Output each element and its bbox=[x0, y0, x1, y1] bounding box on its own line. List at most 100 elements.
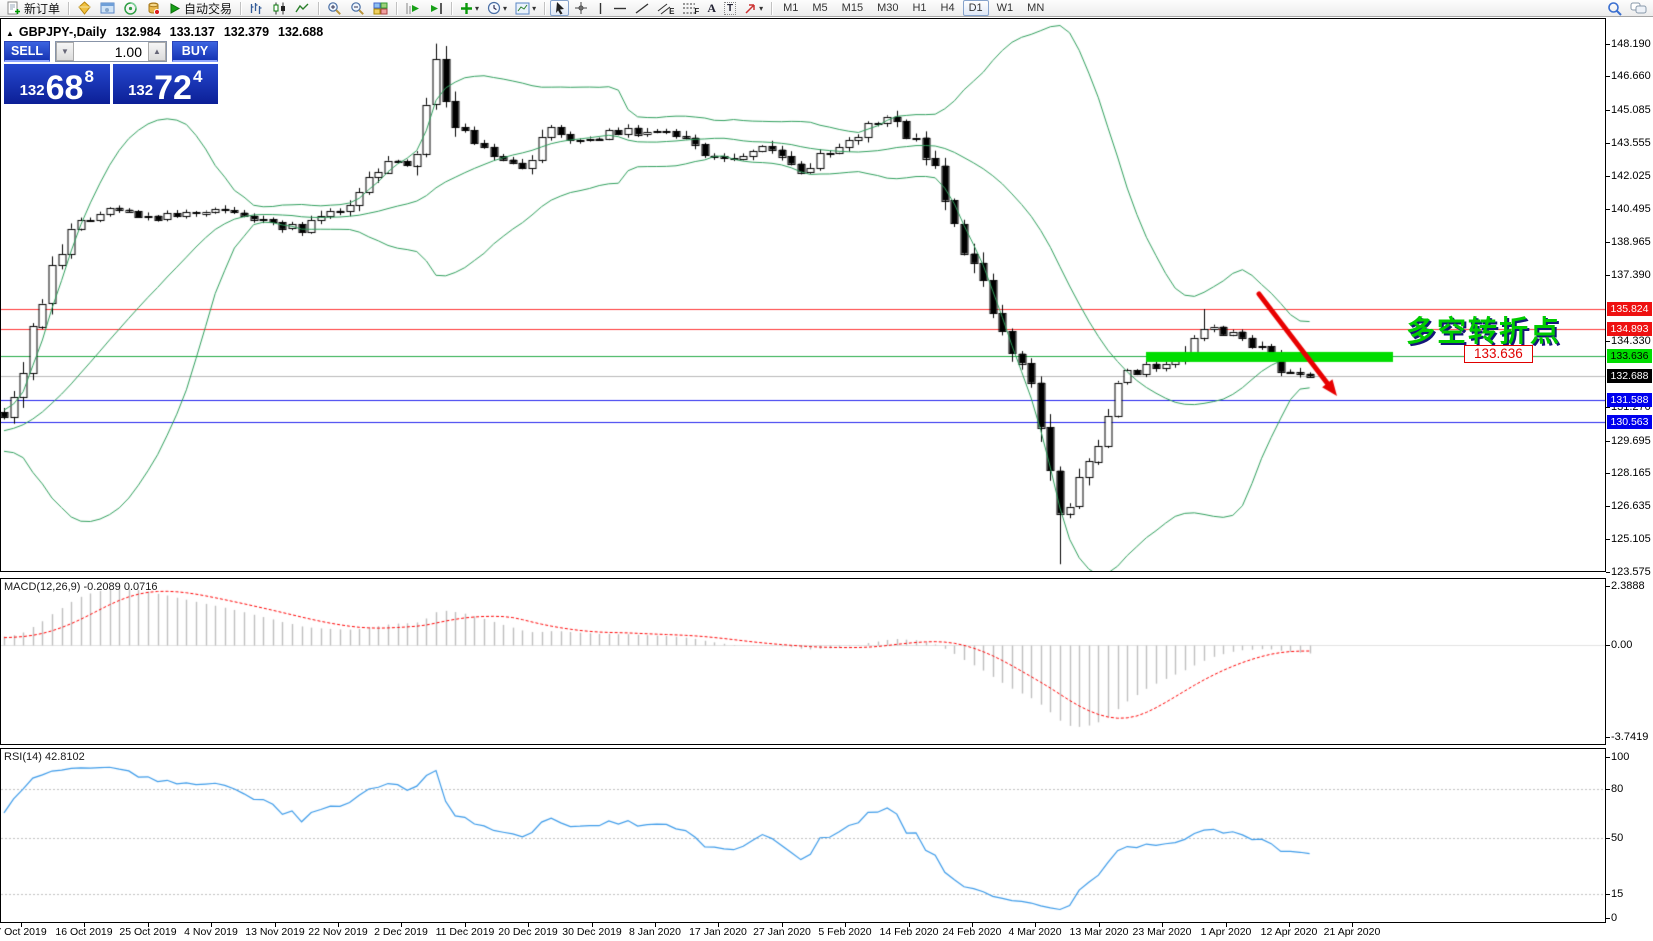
price-tick-label: 140.495 bbox=[1611, 203, 1651, 215]
date-tick-mark bbox=[782, 923, 783, 927]
price-tick-mark bbox=[1606, 539, 1610, 540]
fibonacci-icon bbox=[682, 2, 696, 15]
date-tick-mark bbox=[1289, 923, 1290, 927]
sell-button[interactable]: SELL bbox=[4, 41, 50, 62]
date-tick-mark bbox=[1352, 923, 1353, 927]
text-button[interactable]: A bbox=[704, 0, 719, 16]
new-order-button[interactable]: 新订单 bbox=[3, 0, 63, 16]
collapse-icon[interactable]: ▲ bbox=[6, 29, 14, 38]
indicators-button[interactable]: ▾ bbox=[457, 0, 482, 16]
crosshair-button[interactable] bbox=[571, 0, 591, 16]
rsi-pane[interactable]: RSI(14) 42.8102 bbox=[0, 748, 1606, 923]
text-label-button[interactable]: T bbox=[721, 0, 739, 16]
timeframe-m1[interactable]: M1 bbox=[783, 2, 799, 14]
sell-price[interactable]: 132 68 8 bbox=[4, 64, 110, 105]
new-order-icon bbox=[6, 1, 21, 16]
macd-tick-mark bbox=[1606, 645, 1610, 646]
trendline-button[interactable] bbox=[632, 0, 652, 16]
candle-chart-button[interactable] bbox=[269, 0, 290, 16]
auto-trading-button-label: 自动交易 bbox=[184, 1, 233, 16]
search-button[interactable] bbox=[1604, 0, 1625, 16]
price-tick-mark bbox=[1606, 209, 1610, 210]
fibonacci-button[interactable]: F bbox=[679, 0, 702, 16]
buy-button[interactable]: BUY bbox=[172, 41, 218, 62]
date-tick-mark bbox=[275, 923, 276, 927]
ohlc-close: 132.688 bbox=[278, 25, 324, 39]
layouts-icon bbox=[77, 0, 92, 16]
price-tick-label: 129.695 bbox=[1611, 435, 1651, 447]
horizontal-line-button[interactable] bbox=[610, 0, 630, 16]
date-tick-mark bbox=[1226, 923, 1227, 927]
data-center-button[interactable] bbox=[120, 0, 141, 16]
buy-price[interactable]: 132 72 4 bbox=[112, 64, 218, 105]
timeframe-m5[interactable]: M5 bbox=[812, 2, 828, 14]
toolbar-separator bbox=[451, 1, 453, 15]
timeframe-m15[interactable]: M15 bbox=[841, 2, 864, 14]
rsi-tick-mark bbox=[1606, 757, 1610, 758]
date-tick-mark bbox=[845, 923, 846, 927]
vertical-line-button[interactable] bbox=[593, 0, 608, 16]
timeframe-mn[interactable]: MN bbox=[1027, 2, 1045, 14]
toolbar: 新订单 自动交易 ▾ ▾ ▾ E F A T ▾ M1 M5 M15 M30 H1 H4 D1 W1 MN bbox=[0, 0, 1653, 17]
chevron-down-icon[interactable]: ▾ bbox=[503, 3, 508, 13]
arrows-button[interactable]: ▾ bbox=[741, 0, 766, 16]
market-watch-button[interactable] bbox=[97, 0, 118, 16]
timeframe-w1[interactable]: W1 bbox=[996, 2, 1014, 14]
chart-shift-button[interactable] bbox=[425, 0, 446, 16]
price-tick-mark bbox=[1606, 341, 1610, 342]
timeframe-h4[interactable]: H4 bbox=[940, 2, 955, 14]
toolbar-separator bbox=[396, 1, 398, 15]
trendline-icon bbox=[635, 2, 649, 15]
history-center-icon bbox=[146, 1, 161, 16]
date-tick-mark bbox=[21, 923, 22, 927]
price-tick-label: 138.965 bbox=[1611, 236, 1651, 248]
date-label: 13 Nov 2019 bbox=[245, 926, 305, 938]
macd-pane[interactable]: MACD(12,26,9) -0.2089 0.0716 bbox=[0, 578, 1606, 745]
volume-stepper[interactable]: ▼ 1.00 ▲ bbox=[55, 41, 167, 62]
main-chart-pane[interactable]: ▲ GBPJPY-,Daily 132.984 133.137 132.379 132.6… bbox=[0, 18, 1606, 572]
chevron-down-icon[interactable]: ▾ bbox=[532, 3, 537, 13]
date-tick-mark bbox=[148, 923, 149, 927]
timeframe-d1[interactable]: D1 bbox=[962, 0, 989, 16]
cursor-button[interactable] bbox=[550, 0, 570, 16]
periods-button[interactable]: ▾ bbox=[484, 0, 510, 16]
volume-value[interactable]: 1.00 bbox=[114, 44, 142, 60]
tile-windows-button[interactable] bbox=[370, 0, 391, 16]
timeframe-m30[interactable]: M30 bbox=[877, 2, 899, 14]
price-tick-mark bbox=[1606, 275, 1610, 276]
equidistant-channel-button[interactable]: E bbox=[654, 0, 677, 16]
volume-decrease-button[interactable]: ▼ bbox=[56, 42, 74, 61]
auto-trading-button[interactable]: 自动交易 bbox=[166, 0, 235, 16]
date-label: 22 Nov 2019 bbox=[308, 926, 368, 938]
layouts-button[interactable] bbox=[74, 0, 95, 16]
timeframe-h1[interactable]: H1 bbox=[912, 2, 927, 14]
auto-scroll-button[interactable] bbox=[402, 0, 423, 16]
templates-button[interactable]: ▾ bbox=[512, 0, 539, 16]
macd-tick-label: -3.7419 bbox=[1611, 731, 1649, 743]
date-tick-mark bbox=[909, 923, 910, 927]
price-tick-mark bbox=[1606, 572, 1610, 573]
chevron-down-icon[interactable]: ▾ bbox=[475, 3, 480, 13]
date-label: 14 Feb 2020 bbox=[879, 926, 939, 938]
chat-button[interactable] bbox=[1627, 0, 1650, 16]
volume-increase-button[interactable]: ▲ bbox=[148, 42, 166, 61]
date-label: 4 Mar 2020 bbox=[1008, 926, 1062, 938]
chevron-down-icon[interactable]: ▾ bbox=[759, 3, 764, 13]
history-center-button[interactable] bbox=[143, 0, 164, 16]
date-label: 30 Dec 2019 bbox=[562, 926, 622, 938]
ohlc-high: 133.137 bbox=[169, 25, 215, 39]
price-chart-canvas[interactable] bbox=[1, 19, 1605, 571]
date-label: 5 Feb 2020 bbox=[818, 926, 872, 938]
rsi-tick-mark bbox=[1606, 838, 1610, 839]
macd-tick-mark bbox=[1606, 586, 1610, 587]
bar-chart-button[interactable] bbox=[246, 0, 267, 16]
rsi-canvas[interactable] bbox=[1, 749, 1605, 922]
rsi-label: RSI(14) 42.8102 bbox=[4, 751, 85, 763]
price-badge: 132.688 bbox=[1607, 369, 1652, 383]
zoom-out-button[interactable] bbox=[347, 0, 368, 16]
line-chart-button[interactable] bbox=[292, 0, 313, 16]
macd-canvas[interactable] bbox=[1, 579, 1605, 744]
crosshair-icon bbox=[574, 1, 588, 15]
zoom-in-button[interactable] bbox=[324, 0, 345, 16]
